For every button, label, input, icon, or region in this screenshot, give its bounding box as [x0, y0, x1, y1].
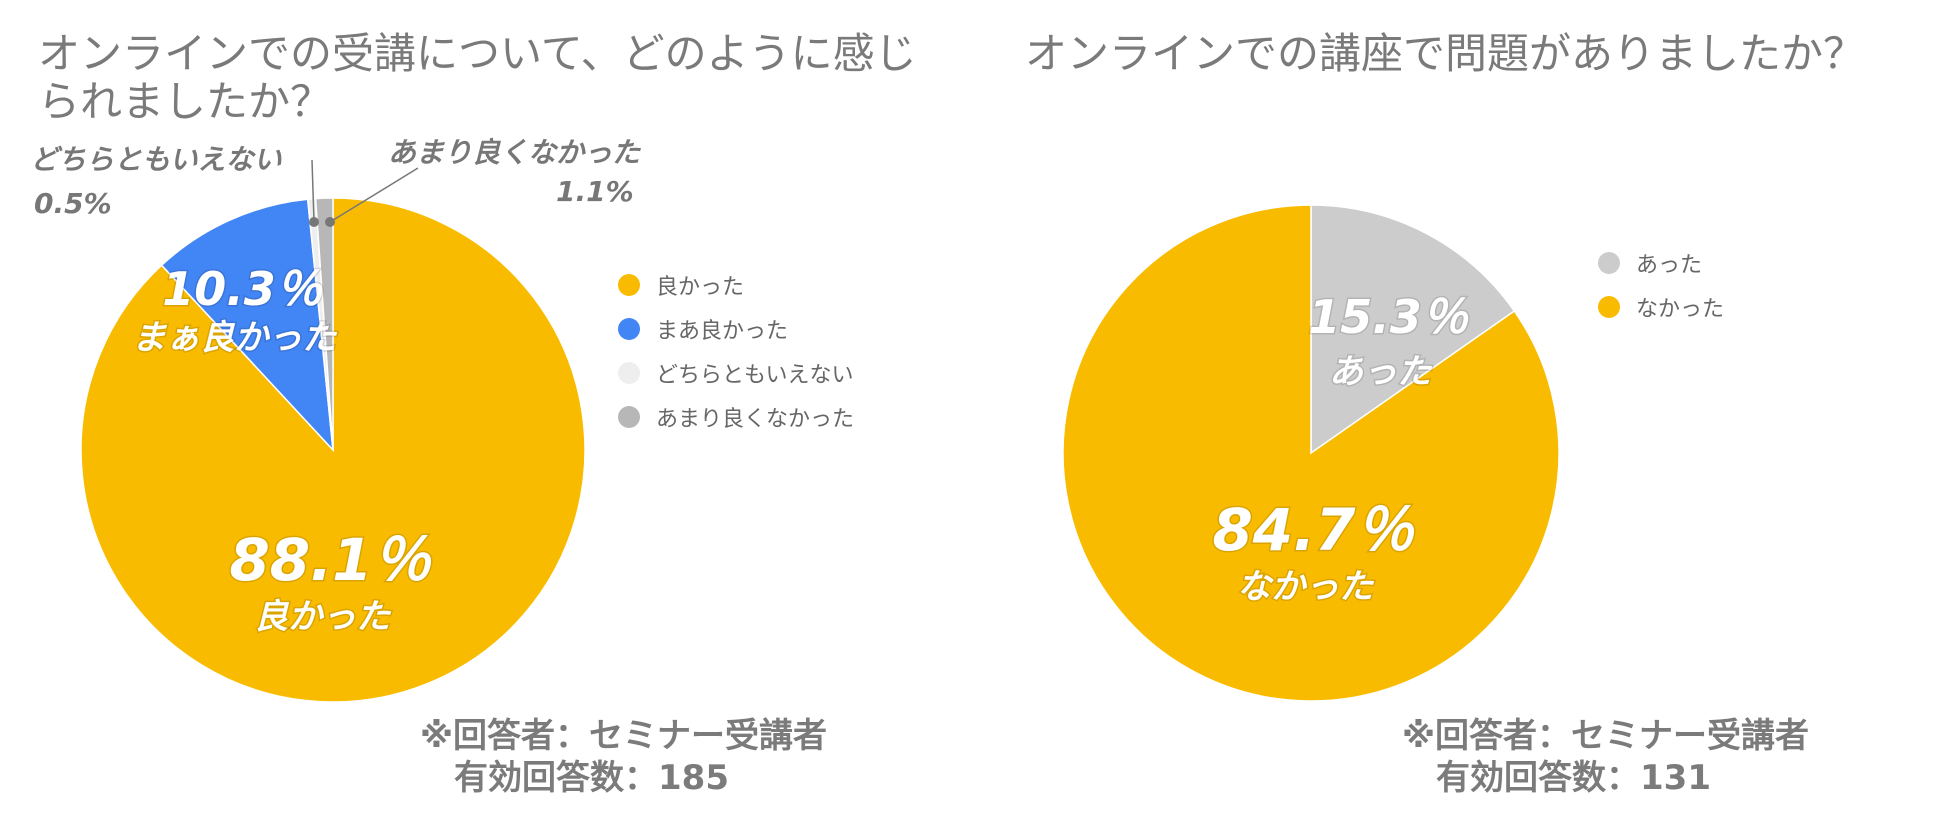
chart-1-legend: 良かった まあ良かった どちらともいえない あまり良くなかった — [618, 263, 854, 439]
chart-1-title: オンラインでの受講について、どのように感じられましたか？ — [38, 29, 917, 126]
chart-2-title: オンラインでの講座で問題がありましたか？ — [1025, 29, 1866, 78]
chart-2-respondent-note: ※回答者：セミナー受講者 有効回答数：131 — [1402, 715, 1809, 799]
slice-category-label-good: 良かった — [254, 597, 392, 637]
slice-value-label-had-problem: 15.3％ — [1308, 290, 1469, 344]
pie-slice-not-good — [314, 197, 334, 451]
legend-item-fairly-good: まあ良かった — [618, 307, 854, 351]
legend-dot-not-good — [618, 406, 640, 428]
legend-label-not-good: あまり良くなかった — [656, 407, 855, 432]
legend-item-had-problem: あった — [1598, 241, 1724, 285]
slice-label-not-good-value: 1.1% — [556, 175, 634, 208]
slice-label-neutral-text: どちらともいえない — [30, 143, 282, 176]
legend-dot-no-problem — [1598, 296, 1620, 318]
pie-slice-had-problem — [1310, 204, 1516, 455]
legend-label-fairly-good: まあ良かった — [656, 319, 789, 344]
slice-value-label-good: 88.1％ — [229, 526, 432, 594]
respondent-line: ※回答者：セミナー受講者 — [420, 716, 828, 756]
slice-value-label-fairly-good: 10.3％ — [162, 262, 323, 316]
legend-label-had-problem: あった — [1636, 253, 1703, 278]
pie-slice-no-problem — [1062, 204, 1560, 702]
legend-dot-good — [618, 274, 640, 296]
legend-item-good: 良かった — [618, 263, 854, 307]
leader-dot-neutral — [309, 217, 319, 227]
legend-dot-had-problem — [1598, 252, 1620, 274]
legend-label-neutral: どちらともいえない — [656, 363, 854, 388]
valid-response-count: 有効回答数：131 — [1436, 758, 1711, 798]
legend-dot-neutral — [618, 362, 640, 384]
legend-item-neutral: どちらともいえない — [618, 351, 854, 395]
pie-chart-1: 88.1％良かった 10.3％まぁ良かった — [80, 159, 586, 703]
slice-label-not-good-text: あまり良くなかった — [388, 136, 641, 169]
leader-dot-not-good — [325, 217, 335, 227]
leader-line-neutral — [311, 159, 315, 223]
chart-2-legend: あった なかった — [1598, 241, 1724, 329]
slice-category-label-fairly-good: まぁ良かった — [132, 318, 338, 358]
pie-chart-2: 15.3％ あった 84.7％なかった — [1062, 204, 1560, 702]
slice-label-neutral-value: 0.5% — [34, 187, 112, 220]
legend-label-good: 良かった — [656, 275, 745, 300]
leader-line-not-good — [329, 167, 419, 223]
legend-dot-fairly-good — [618, 318, 640, 340]
slice-category-label-had-problem: あった — [1329, 352, 1433, 392]
legend-item-no-problem: なかった — [1598, 285, 1724, 329]
respondent-line: ※回答者：セミナー受講者 — [1402, 716, 1810, 756]
legend-item-not-good: あまり良くなかった — [618, 395, 854, 439]
valid-response-count: 有効回答数：185 — [454, 758, 729, 798]
chart-1-respondent-note: ※回答者：セミナー受講者 有効回答数：185 — [420, 715, 827, 799]
legend-label-no-problem: なかった — [1636, 297, 1725, 322]
pie-slice-fairly-good — [160, 198, 334, 453]
slice-value-label-no-problem: 84.7％ — [1212, 496, 1415, 564]
slice-category-label-no-problem: なかった — [1237, 567, 1375, 607]
